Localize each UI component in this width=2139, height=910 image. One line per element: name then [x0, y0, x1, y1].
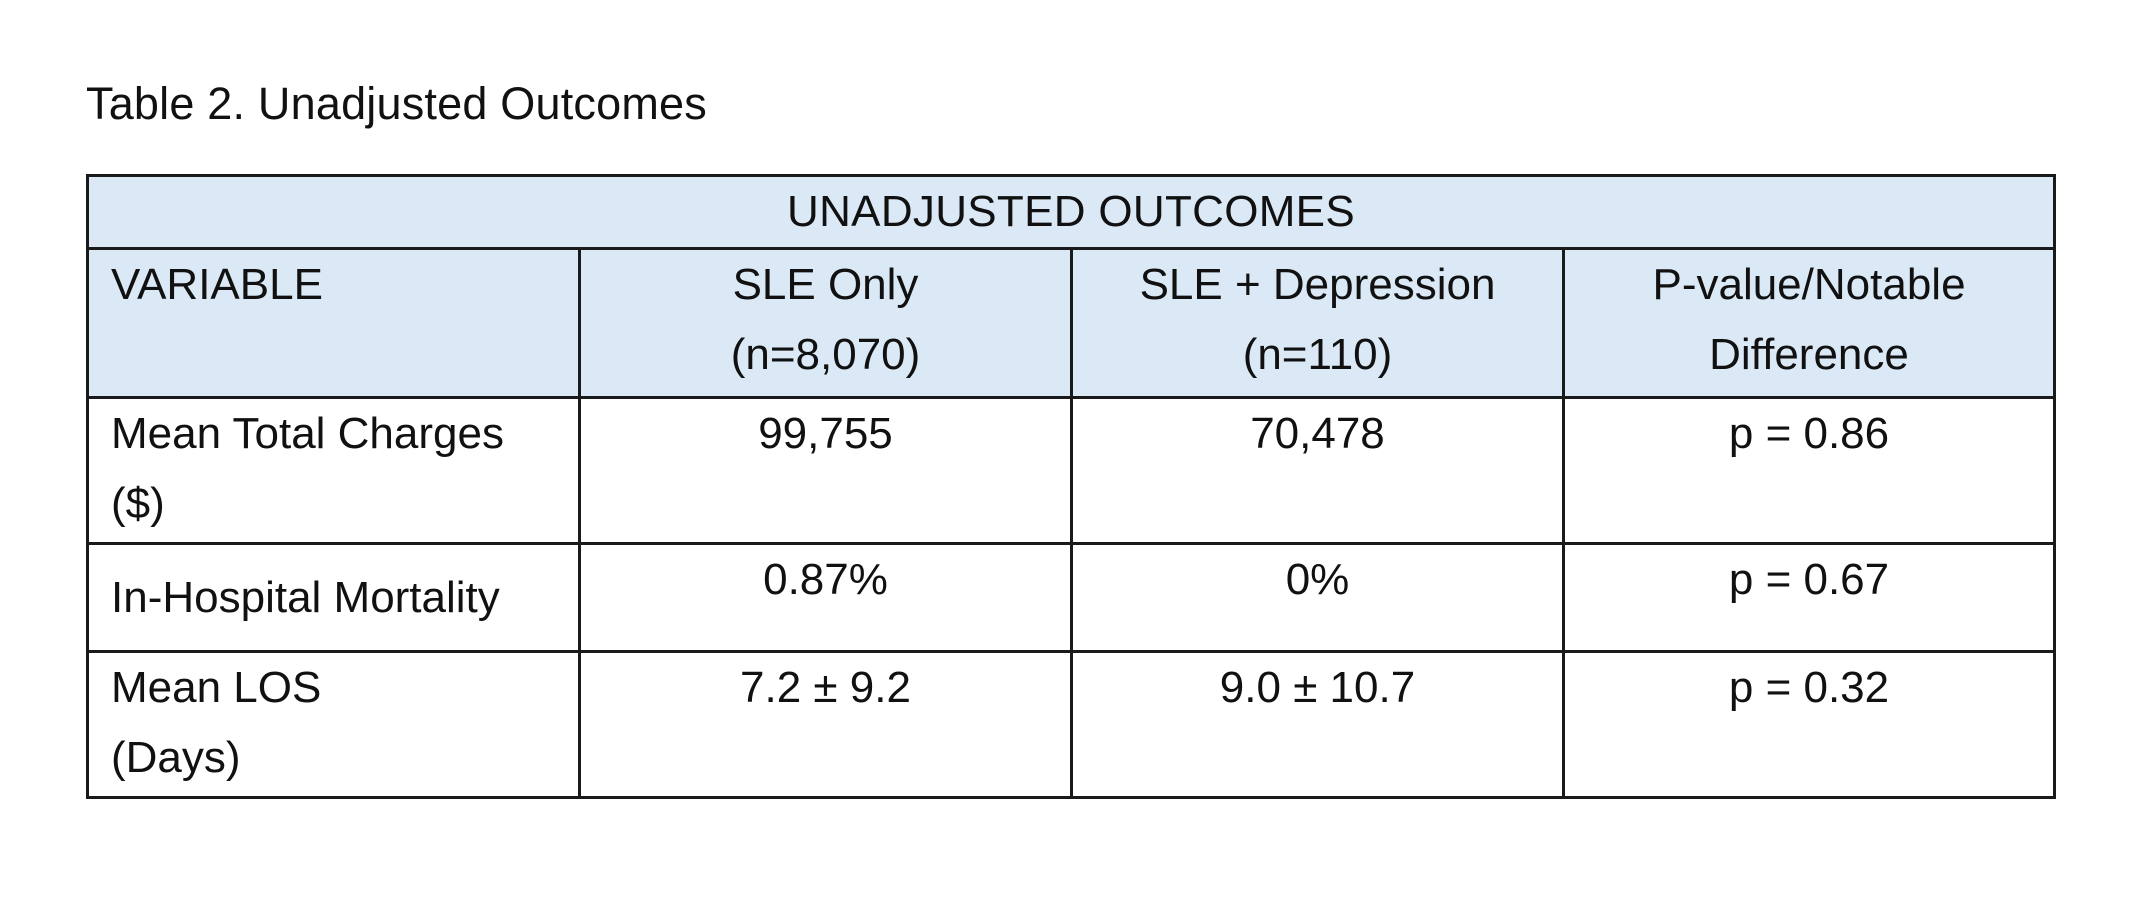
column-header-variable-line1: VARIABLE — [111, 260, 323, 309]
table-caption: Table 2. Unadjusted Outcomes — [86, 78, 707, 129]
table-title: UNADJUSTED OUTCOMES — [85, 174, 2057, 250]
column-header-sle-only: SLE Only (n=8,070) — [578, 247, 1073, 399]
column-header-p-value: P-value/Notable Difference — [1561, 247, 2057, 399]
row-variable-cell: Mean LOS (Days) — [86, 650, 581, 799]
sle-depression-value: 0% — [1070, 542, 1565, 653]
p-value: p = 0.32 — [1561, 650, 2057, 799]
row-variable-line2: (Days) — [111, 733, 241, 782]
row-variable-line2: ($) — [111, 479, 165, 528]
sle-depression-value: 70,478 — [1070, 396, 1565, 545]
sle-depression-value: 9.0 ± 10.7 — [1070, 650, 1565, 799]
table-row-in-hospital-mortality: In-Hospital Mortality 0.87% 0% p = 0.67 — [86, 542, 2057, 653]
column-header-p-value-line1: P-value/Notable — [1652, 260, 1966, 309]
sle-only-value: 99,755 — [578, 396, 1073, 545]
table-header-row: VARIABLE SLE Only (n=8,070) SLE + Depres… — [86, 247, 2057, 399]
table-title-row: UNADJUSTED OUTCOMES — [85, 174, 2057, 250]
column-header-sle-depression-line2: (n=110) — [1242, 330, 1393, 379]
row-variable-line1: Mean Total Charges — [111, 409, 504, 458]
sle-only-value: 7.2 ± 9.2 — [578, 650, 1073, 799]
row-variable-cell: In-Hospital Mortality — [86, 542, 581, 653]
table-row-mean-los: Mean LOS (Days) 7.2 ± 9.2 9.0 ± 10.7 p =… — [86, 650, 2057, 799]
outcomes-table: UNADJUSTED OUTCOMES VARIABLE SLE Only (n… — [85, 174, 2057, 799]
sle-only-value: 0.87% — [578, 542, 1073, 653]
row-variable-cell: Mean Total Charges ($) — [86, 396, 581, 545]
column-header-sle-only-line2: (n=8,070) — [730, 330, 921, 379]
row-variable-line1: In-Hospital Mortality — [111, 572, 500, 622]
p-value: p = 0.67 — [1561, 542, 2057, 653]
column-header-sle-only-line1: SLE Only — [732, 260, 919, 309]
p-value: p = 0.86 — [1561, 396, 2057, 545]
row-variable-line1: Mean LOS — [111, 663, 322, 712]
column-header-p-value-line2: Difference — [1709, 330, 1909, 379]
column-header-sle-depression: SLE + Depression (n=110) — [1070, 247, 1565, 399]
table-row-mean-total-charges: Mean Total Charges ($) 99,755 70,478 p =… — [86, 396, 2057, 545]
column-header-variable: VARIABLE — [86, 247, 581, 399]
column-header-sle-depression-line1: SLE + Depression — [1139, 260, 1496, 309]
